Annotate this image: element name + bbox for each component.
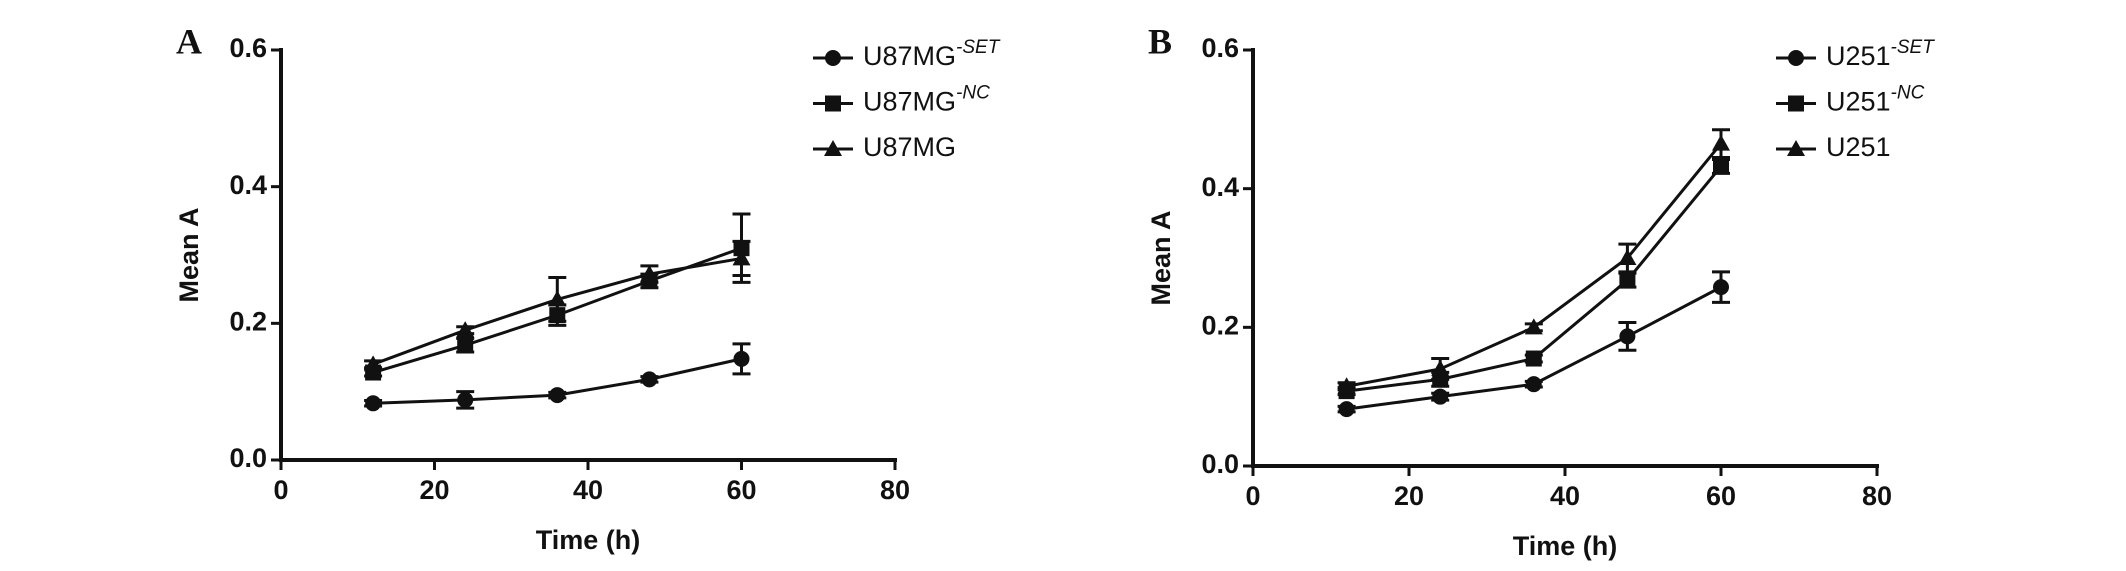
panel-label: B bbox=[1148, 21, 1172, 61]
marker bbox=[640, 265, 659, 282]
legend-name: U87MG bbox=[863, 87, 956, 117]
marker bbox=[1618, 249, 1637, 265]
legend-marker bbox=[1788, 95, 1804, 112]
marker bbox=[1432, 388, 1449, 405]
legend-superscript: -NC bbox=[956, 83, 990, 104]
x-tick-label: 40 bbox=[1550, 481, 1580, 511]
legend-marker bbox=[825, 95, 841, 112]
marker bbox=[732, 249, 751, 266]
series bbox=[1337, 270, 1730, 418]
marker bbox=[364, 355, 383, 372]
x-tick-label: 60 bbox=[1706, 481, 1736, 511]
series bbox=[364, 239, 751, 372]
legend-name: U251 bbox=[1826, 87, 1891, 117]
y-tick-label: 0.4 bbox=[229, 170, 267, 200]
x-tick-label: 0 bbox=[1245, 481, 1260, 511]
y-tick-label: 0.6 bbox=[1201, 33, 1239, 63]
legend-marker bbox=[1787, 140, 1805, 156]
legend-name: U87MG bbox=[863, 41, 956, 71]
panel-label: A bbox=[176, 21, 202, 61]
legend-label: U251 bbox=[1826, 132, 1891, 162]
marker bbox=[733, 350, 750, 367]
x-axis-title: Time (h) bbox=[1513, 531, 1618, 561]
y-axis-title: Mean A bbox=[1146, 210, 1176, 305]
marker bbox=[1619, 328, 1636, 345]
series bbox=[364, 342, 751, 412]
marker bbox=[1525, 350, 1542, 367]
y-axis-title: Mean A bbox=[174, 207, 204, 302]
marker bbox=[548, 290, 567, 307]
marker bbox=[1713, 279, 1729, 296]
marker bbox=[1525, 376, 1542, 393]
legend-marker bbox=[1788, 50, 1804, 66]
marker bbox=[365, 395, 382, 412]
y-tick-label: 0.0 bbox=[229, 443, 267, 473]
marker bbox=[457, 337, 474, 354]
x-tick-label: 40 bbox=[573, 475, 603, 505]
legend-marker bbox=[825, 50, 841, 66]
marker bbox=[549, 387, 566, 404]
legend-superscript: -SET bbox=[956, 37, 1001, 58]
marker bbox=[1431, 359, 1450, 376]
x-tick-label: 80 bbox=[1862, 481, 1892, 511]
legend-superscript: -SET bbox=[1891, 37, 1936, 58]
y-tick-label: 0.2 bbox=[229, 306, 267, 336]
marker bbox=[456, 321, 475, 338]
legend-name: U251 bbox=[1826, 132, 1891, 162]
x-tick-label: 60 bbox=[726, 475, 756, 505]
line bbox=[1346, 142, 1723, 388]
marker bbox=[1713, 158, 1729, 175]
legend-label: U87MG-NC bbox=[863, 83, 990, 117]
legend-name: U251 bbox=[1826, 41, 1891, 71]
series bbox=[1337, 158, 1730, 400]
legend-label: U87MG bbox=[863, 132, 956, 162]
marker bbox=[1337, 377, 1356, 394]
marker bbox=[1524, 318, 1543, 335]
x-axis-title: Time (h) bbox=[536, 525, 641, 555]
legend-label: U87MG-SET bbox=[863, 37, 1001, 71]
x-tick-label: 20 bbox=[419, 475, 449, 505]
y-tick-label: 0.6 bbox=[229, 33, 267, 63]
legend-label: U251-SET bbox=[1826, 37, 1935, 71]
x-tick-label: 20 bbox=[1394, 481, 1424, 511]
marker bbox=[457, 391, 474, 408]
marker bbox=[1712, 134, 1730, 151]
legend-superscript: -NC bbox=[1891, 83, 1925, 104]
x-tick-label: 80 bbox=[880, 475, 910, 505]
marker bbox=[1338, 401, 1355, 418]
legend-marker bbox=[824, 140, 842, 156]
legend-name: U87MG bbox=[863, 132, 956, 162]
y-tick-label: 0.4 bbox=[1201, 172, 1239, 202]
marker bbox=[641, 371, 658, 388]
marker bbox=[1619, 272, 1636, 289]
legend-label: U251-NC bbox=[1826, 83, 1925, 117]
series bbox=[1337, 128, 1730, 394]
x-tick-label: 0 bbox=[273, 475, 288, 505]
y-tick-label: 0.2 bbox=[1201, 310, 1239, 340]
y-tick-label: 0.0 bbox=[1201, 449, 1239, 479]
